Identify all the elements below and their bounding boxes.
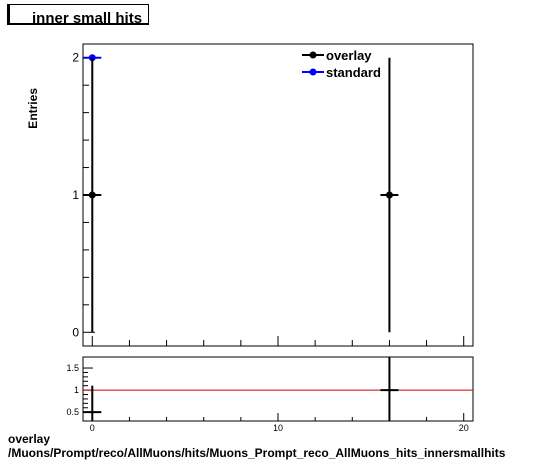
ratio-y-tick-label: 0.5 — [66, 407, 79, 417]
overlay-point — [88, 191, 96, 199]
main-y-tick-label: 0 — [72, 325, 79, 339]
ratio-y-tick-label: 1.5 — [66, 363, 79, 373]
plot-title: inner small hits — [32, 10, 143, 27]
main-y-axis-label: Entries — [26, 88, 40, 129]
main-y-tick-label: 2 — [72, 51, 79, 65]
legend-marker — [309, 51, 317, 59]
ratio-x-tick-label: 20 — [459, 423, 469, 433]
ratio-x-tick-label: 0 — [90, 423, 95, 433]
legend-label: overlay — [326, 48, 372, 63]
legend-marker — [309, 68, 317, 76]
overlay-point — [385, 191, 393, 199]
legend-label: standard — [326, 65, 381, 80]
main-plot: 0 1 2 Entries overlay standard — [26, 43, 474, 347]
main-frame — [82, 43, 474, 347]
ratio-y-tick-label: 1 — [74, 385, 79, 395]
ratio-x-tick-label: 10 — [273, 423, 283, 433]
footer-label: overlay — [8, 432, 51, 446]
ratio-plot: 0.5 1 1.5 0 10 20 — [66, 356, 474, 433]
title-box: inner small hits — [7, 4, 149, 27]
footer-path: /Muons/Prompt/reco/AllMuons/hits/Muons_P… — [8, 446, 506, 460]
ratio-frame — [82, 356, 474, 422]
main-y-tick-label: 1 — [72, 188, 79, 202]
